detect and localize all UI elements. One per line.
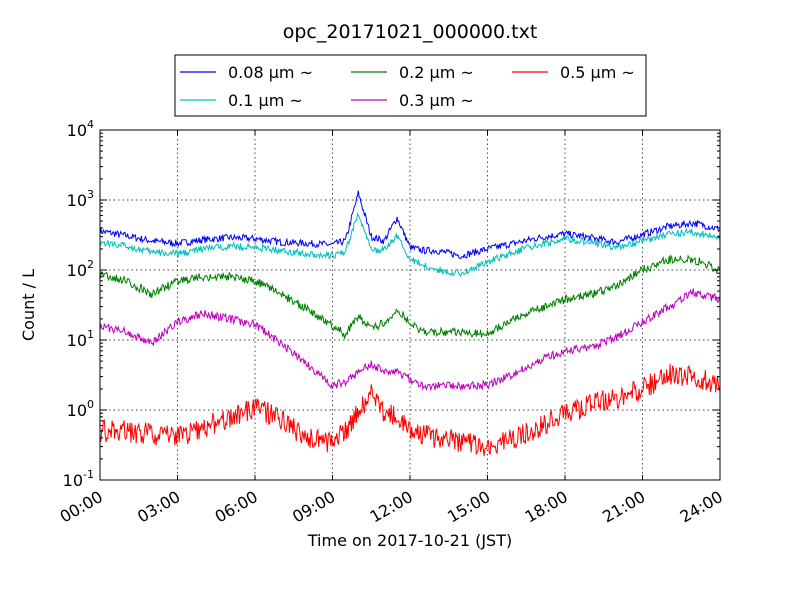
series-line [99, 211, 721, 277]
y-tick-label: 100 [67, 398, 94, 420]
chart-title: opc_20171021_000000.txt [283, 21, 538, 43]
legend-label: 0.5 μm ~ [560, 63, 635, 82]
y-tick-label: 101 [67, 328, 94, 350]
series-line [99, 363, 721, 457]
series-lines [99, 190, 721, 457]
series-line [99, 254, 721, 340]
legend-label: 0.08 μm ~ [228, 63, 313, 82]
y-tick-label: 102 [67, 258, 94, 280]
legend-label: 0.1 μm ~ [228, 91, 303, 110]
y-tick-label: 103 [67, 188, 94, 210]
legend-label: 0.2 μm ~ [399, 63, 474, 82]
series-line [99, 288, 721, 392]
legend: 0.08 μm ~ 0.1 μm ~ 0.2 μm ~ 0.3 μm ~ 0.5 μm … [174, 54, 647, 117]
legend-box [174, 54, 647, 117]
y-tick-label: 10-1 [63, 468, 94, 490]
series-line [99, 190, 721, 260]
legend-label: 0.3 μm ~ [399, 91, 474, 110]
y-axis-label: Count / L [19, 269, 38, 341]
y-tick-label: 104 [67, 118, 94, 140]
x-axis-label: Time on 2017-10-21 (JST) [307, 531, 512, 550]
